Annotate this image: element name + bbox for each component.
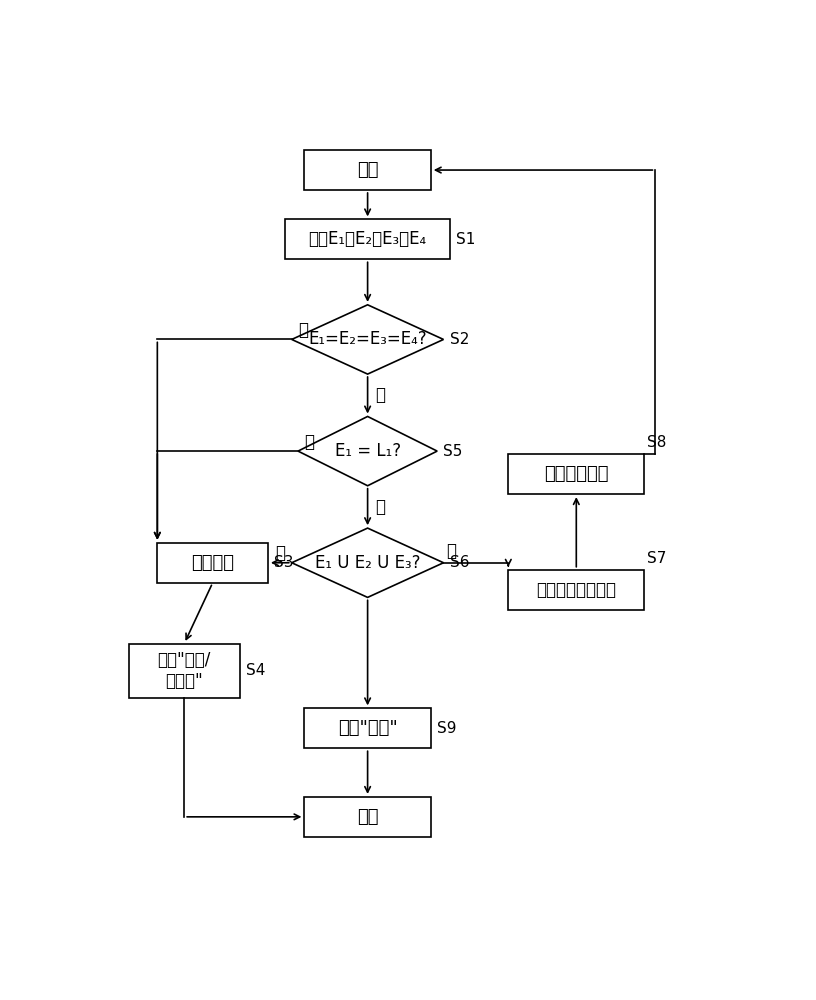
Polygon shape	[292, 305, 444, 374]
Text: S9: S9	[437, 721, 457, 736]
Bar	[304, 150, 431, 190]
Text: S8: S8	[647, 435, 667, 450]
Bar	[304, 708, 431, 748]
Text: S5: S5	[444, 444, 463, 459]
Text: 否: 否	[446, 542, 457, 560]
Bar	[508, 454, 645, 494]
Text: 开始: 开始	[357, 161, 379, 179]
Text: S7: S7	[647, 551, 667, 566]
Text: 是: 是	[304, 433, 314, 451]
Text: S1: S1	[456, 232, 476, 247]
Text: 输出"确定/
已检测": 输出"确定/ 已检测"	[157, 651, 211, 690]
Text: 是: 是	[298, 321, 308, 339]
Text: 存储所识别的器械: 存储所识别的器械	[536, 581, 616, 599]
Text: S3: S3	[274, 555, 294, 570]
Text: E₁ = L₁?: E₁ = L₁?	[335, 442, 401, 460]
Text: 结束: 结束	[357, 808, 379, 826]
Text: S6: S6	[450, 555, 469, 570]
Text: 输出"错误": 输出"错误"	[338, 719, 397, 737]
Polygon shape	[298, 416, 437, 486]
Text: E₁ U E₂ U E₃?: E₁ U E₂ U E₃?	[315, 554, 420, 572]
Text: 是: 是	[275, 544, 285, 562]
Polygon shape	[292, 528, 444, 597]
Text: 存储结果: 存储结果	[191, 554, 234, 572]
Text: S4: S4	[246, 663, 265, 678]
Bar	[304, 797, 431, 837]
Text: 否: 否	[375, 498, 385, 516]
Bar	[157, 543, 268, 583]
Text: S2: S2	[450, 332, 469, 347]
Text: 读出E₁、E₂、E₃、E₄: 读出E₁、E₂、E₃、E₄	[308, 230, 427, 248]
Bar	[508, 570, 645, 610]
Text: E₁=E₂=E₃=E₄?: E₁=E₂=E₃=E₄?	[308, 330, 427, 348]
Text: 操作振动装置: 操作振动装置	[544, 465, 609, 483]
Bar	[286, 219, 450, 259]
Bar	[129, 644, 240, 698]
Text: 否: 否	[375, 386, 385, 404]
